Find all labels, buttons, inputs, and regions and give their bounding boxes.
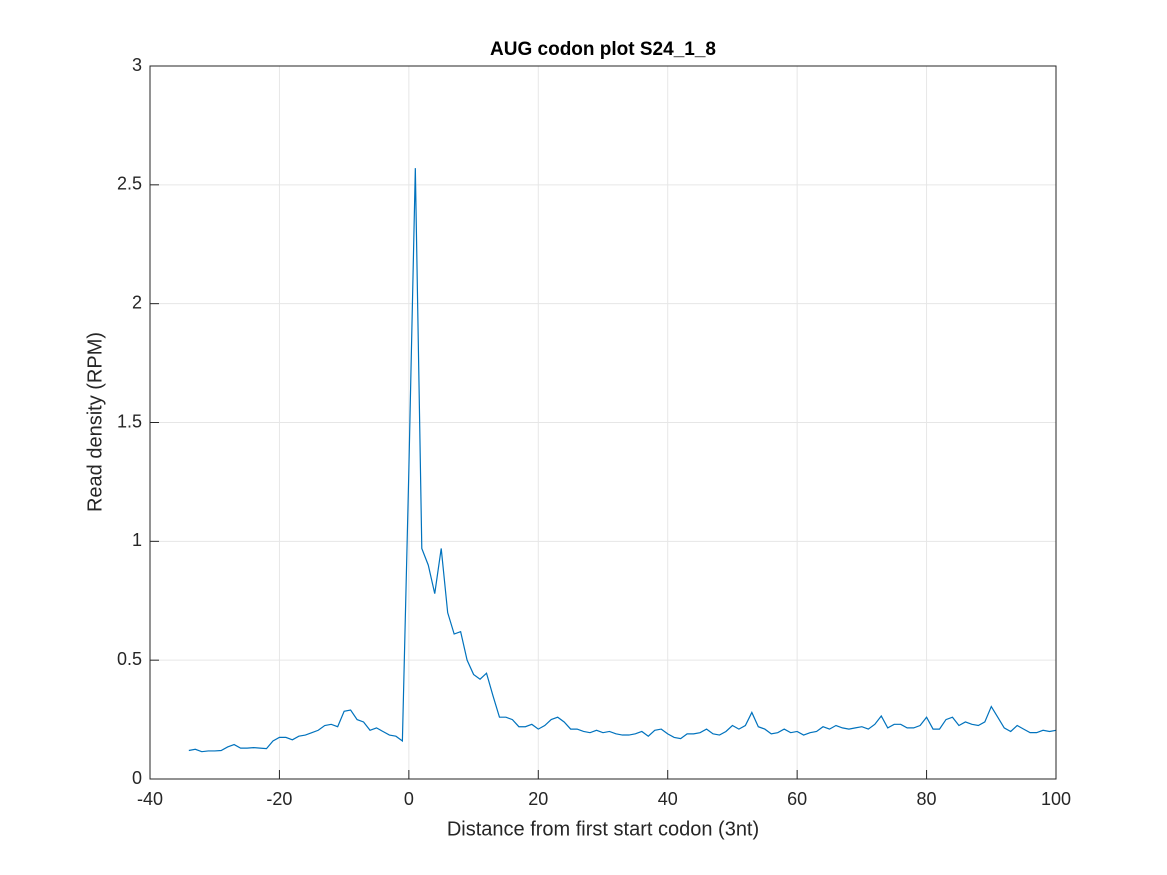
y-tick-label: 0.5 [117, 649, 142, 669]
x-tick-label: 40 [658, 789, 678, 809]
x-tick-label: -40 [137, 789, 163, 809]
x-tick-label: 20 [528, 789, 548, 809]
x-tick-label: 60 [787, 789, 807, 809]
x-tick-label: 100 [1041, 789, 1071, 809]
y-tick-label: 1.5 [117, 411, 142, 431]
chart-title: AUG codon plot S24_1_8 [490, 39, 716, 60]
y-tick-label: 2 [132, 292, 142, 312]
grid [149, 65, 1057, 780]
plot [188, 168, 1057, 753]
y-axis-label: Read density (RPM) [84, 332, 106, 512]
data-line [188, 168, 1057, 753]
x-tick-label: 0 [404, 789, 414, 809]
x-tick-label: 80 [917, 789, 937, 809]
y-tick-label: 0 [132, 768, 142, 788]
y-tick-label: 3 [132, 55, 142, 75]
y-tick-label: 2.5 [117, 174, 142, 194]
y-tick-label: 1 [132, 530, 142, 550]
ticks: -40 -20 0 20 40 60 80 100 0 0.5 1 1.5 2 2.5 3 [117, 55, 1071, 809]
x-tick-label: -20 [266, 789, 292, 809]
x-axis-label: Distance from first start codon (3nt) [447, 818, 759, 840]
